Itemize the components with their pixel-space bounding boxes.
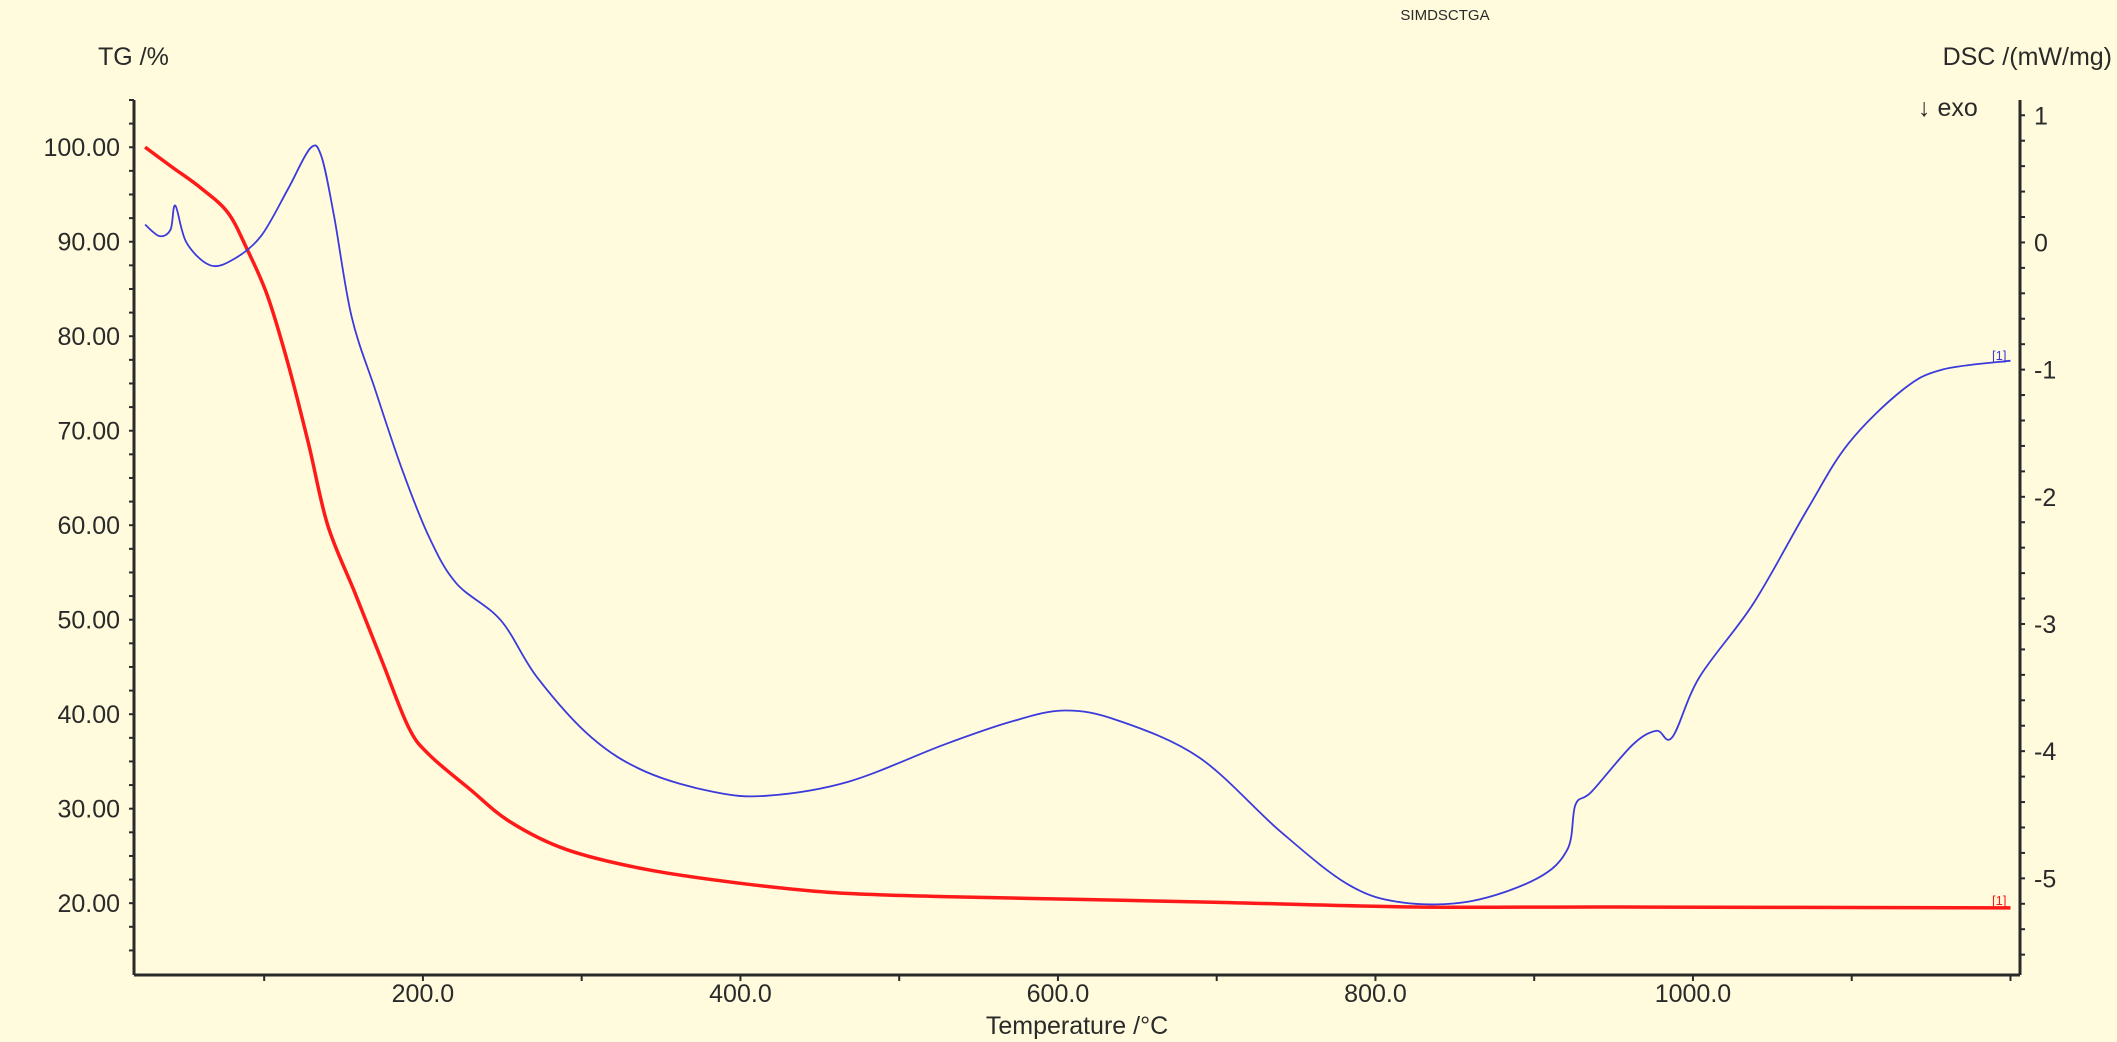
- y-left-tick-label: 50.00: [57, 607, 120, 635]
- exo-direction-annotation: ↓ exo: [1918, 94, 1978, 122]
- y-left-tick-label: 30.00: [57, 796, 120, 824]
- dsc-curve-tag: [1]: [1992, 348, 2006, 363]
- tg-curve-tag: [1]: [1992, 893, 2006, 908]
- x-tick-label: 400.0: [709, 980, 772, 1008]
- y-right-tick-label: 0: [2034, 229, 2048, 257]
- y-right-tick-label: 1: [2034, 102, 2048, 130]
- x-tick-label: 1000.0: [1655, 980, 1731, 1008]
- y-right-tick-label: -2: [2034, 484, 2056, 512]
- tick-marks: [129, 99, 2025, 981]
- y-right-tick-label: -1: [2034, 357, 2056, 385]
- y-left-axis-label: TG /%: [98, 43, 169, 71]
- y-left-tick-label: 80.00: [57, 323, 120, 351]
- x-tick-label: 200.0: [392, 980, 455, 1008]
- x-axis-label: Temperature /°C: [986, 1012, 1168, 1040]
- y-left-tick-label: 90.00: [57, 229, 120, 257]
- y-right-axis-label: DSC /(mW/mg): [1943, 43, 2112, 71]
- series-lines: [144, 144, 2011, 910]
- y-left-tick-label: 20.00: [57, 890, 120, 918]
- y-right-tick-label: -3: [2034, 611, 2056, 639]
- y-right-tick-label: -5: [2034, 865, 2056, 893]
- y-left-tick-label: 70.00: [57, 418, 120, 446]
- y-right-tick-label: -4: [2034, 738, 2056, 766]
- tg-curve: [144, 145, 2011, 910]
- tick-labels: 200.0 400.0 600.0 800.0 1000.0 100.00 90.00 80.…: [44, 102, 2057, 1008]
- axes: [132, 100, 2022, 977]
- y-left-tick-label: 100.00: [44, 134, 120, 162]
- y-left-tick-label: 40.00: [57, 701, 120, 729]
- x-tick-label: 800.0: [1344, 980, 1407, 1008]
- dsc-curve: [144, 144, 2011, 906]
- y-left-tick-label: 60.00: [57, 512, 120, 540]
- chart-title: SIMDSCTGA: [1400, 7, 1489, 24]
- x-tick-label: 600.0: [1027, 980, 1090, 1008]
